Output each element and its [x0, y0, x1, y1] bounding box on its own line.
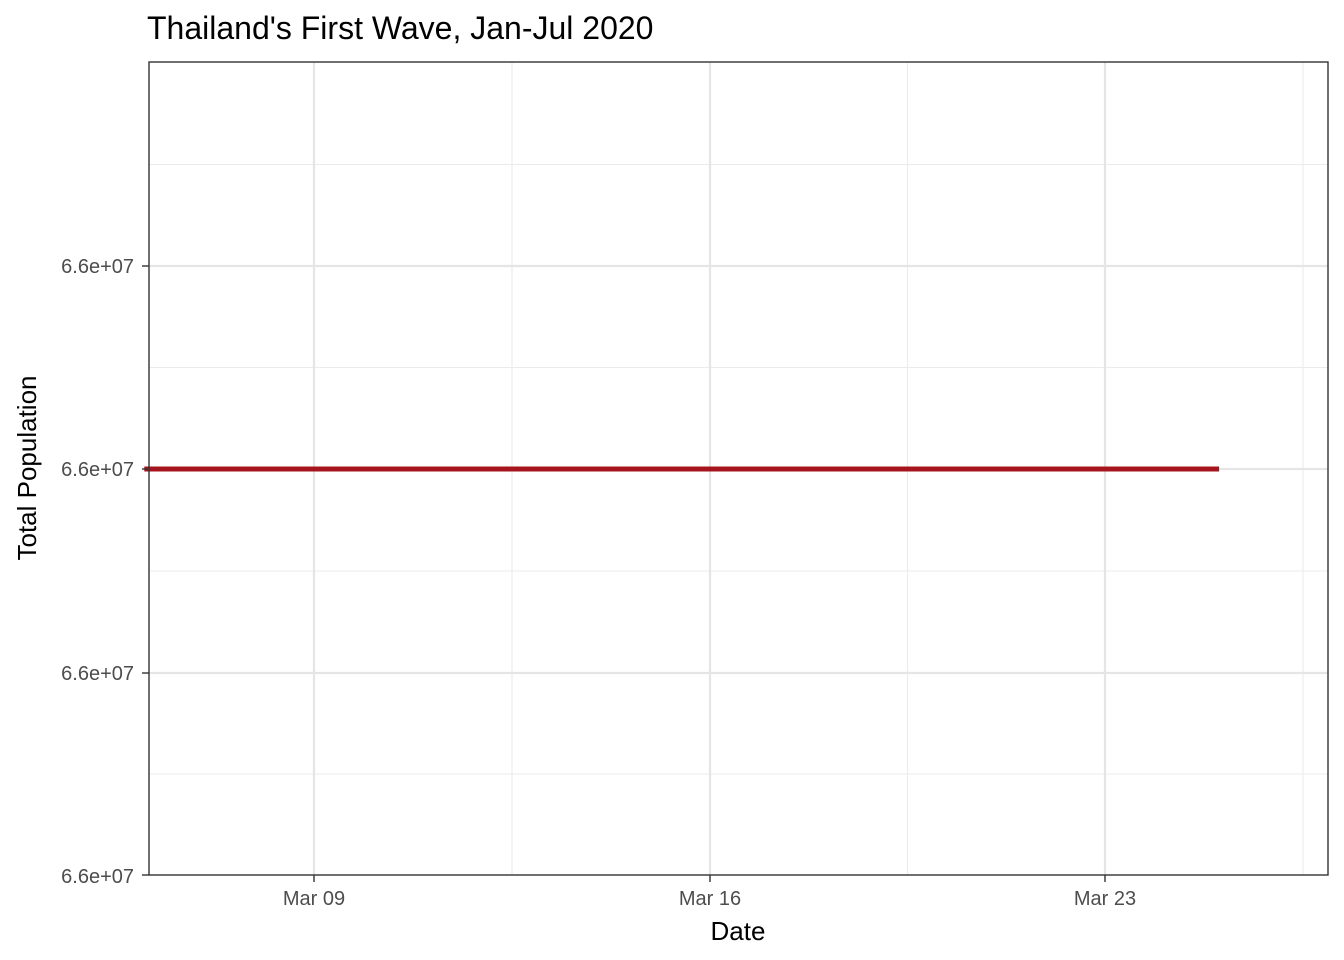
y-axis: 6.6e+07 6.6e+07 6.6e+07 6.6e+07: [61, 256, 149, 888]
chart-title: Thailand's First Wave, Jan-Jul 2020: [147, 10, 653, 46]
y-axis-title: Total Population: [12, 375, 42, 560]
y-tick-label: 6.6e+07: [61, 459, 134, 481]
x-tick-label: Mar 16: [679, 888, 741, 910]
y-tick-label: 6.6e+07: [61, 866, 134, 888]
x-tick-label: Mar 09: [283, 888, 345, 910]
y-tick-label: 6.6e+07: [61, 663, 134, 685]
x-axis: Mar 09 Mar 16 Mar 23: [283, 875, 1136, 910]
y-tick-label: 6.6e+07: [61, 256, 134, 278]
x-axis-title: Date: [711, 916, 766, 946]
x-tick-label: Mar 23: [1074, 888, 1136, 910]
